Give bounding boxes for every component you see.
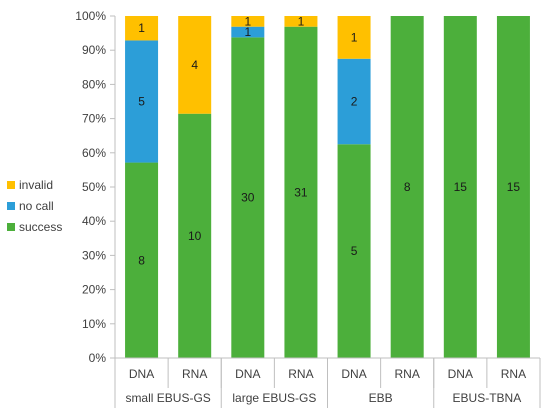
legend-label: success bbox=[19, 220, 62, 234]
data-label: 1 bbox=[244, 25, 251, 39]
bar-segment-invalid bbox=[125, 16, 159, 41]
x-tick-label: DNA bbox=[235, 367, 260, 381]
bar-segment-success bbox=[337, 144, 371, 358]
data-label: 5 bbox=[351, 244, 358, 258]
x-tick-label: RNA bbox=[501, 367, 526, 381]
bar-segment-success bbox=[443, 16, 477, 358]
data-label: 5 bbox=[138, 95, 145, 109]
bar-segment-success bbox=[178, 113, 212, 358]
y-tick-label: 70% bbox=[82, 112, 106, 126]
data-label: 4 bbox=[191, 58, 198, 72]
legend-label: invalid bbox=[19, 178, 53, 192]
data-label: 1 bbox=[298, 14, 305, 28]
bar-segment-invalid bbox=[178, 16, 212, 114]
y-tick-label: 10% bbox=[82, 317, 106, 331]
x-tick-label: DNA bbox=[341, 367, 366, 381]
data-label: 15 bbox=[454, 180, 468, 194]
x-group-label: small EBUS-GS bbox=[125, 391, 210, 405]
x-group-label: EBUS-TBNA bbox=[453, 391, 522, 405]
y-tick-label: 20% bbox=[82, 283, 106, 297]
y-tick-label: 40% bbox=[82, 214, 106, 228]
bar-segment-no-call bbox=[125, 40, 159, 163]
bar-segment-no-call bbox=[337, 58, 371, 145]
data-label: 30 bbox=[241, 191, 255, 205]
y-tick-label: 100% bbox=[75, 9, 106, 23]
y-tick-label: 30% bbox=[82, 248, 106, 262]
legend-swatch-no-call bbox=[7, 202, 15, 210]
x-tick-label: DNA bbox=[129, 367, 154, 381]
data-label: 8 bbox=[404, 180, 411, 194]
data-label: 10 bbox=[188, 229, 202, 243]
y-tick-label: 90% bbox=[82, 43, 106, 57]
legend-label: no call bbox=[19, 199, 54, 213]
y-tick-label: 80% bbox=[82, 77, 106, 91]
y-tick-label: 50% bbox=[82, 180, 106, 194]
data-label: 1 bbox=[351, 30, 358, 44]
bar-segment-success bbox=[496, 16, 530, 358]
bar-segment-invalid bbox=[337, 16, 371, 59]
bar-segment-invalid bbox=[284, 16, 318, 27]
data-label: 2 bbox=[351, 95, 358, 109]
data-label: 31 bbox=[294, 185, 308, 199]
bar-segment-success bbox=[284, 26, 318, 358]
data-label: 1 bbox=[244, 14, 251, 28]
bar-segment-success bbox=[125, 162, 159, 358]
x-tick-label: RNA bbox=[288, 367, 313, 381]
x-tick-label: DNA bbox=[448, 367, 473, 381]
x-tick-label: RNA bbox=[182, 367, 207, 381]
data-label: 15 bbox=[507, 180, 521, 194]
legend-swatch-invalid bbox=[7, 181, 15, 189]
x-tick-label: RNA bbox=[395, 367, 420, 381]
y-tick-label: 0% bbox=[89, 351, 107, 365]
bar-segment-no-call bbox=[231, 26, 265, 38]
x-group-label: EBB bbox=[369, 391, 393, 405]
bar-segment-success bbox=[390, 16, 424, 358]
y-tick-label: 60% bbox=[82, 146, 106, 160]
data-label: 8 bbox=[138, 253, 145, 267]
bar-segment-success bbox=[231, 37, 265, 358]
bar-segment-invalid bbox=[231, 16, 265, 27]
legend-swatch-success bbox=[7, 223, 15, 231]
data-label: 1 bbox=[138, 21, 145, 35]
x-group-label: large EBUS-GS bbox=[232, 391, 316, 405]
